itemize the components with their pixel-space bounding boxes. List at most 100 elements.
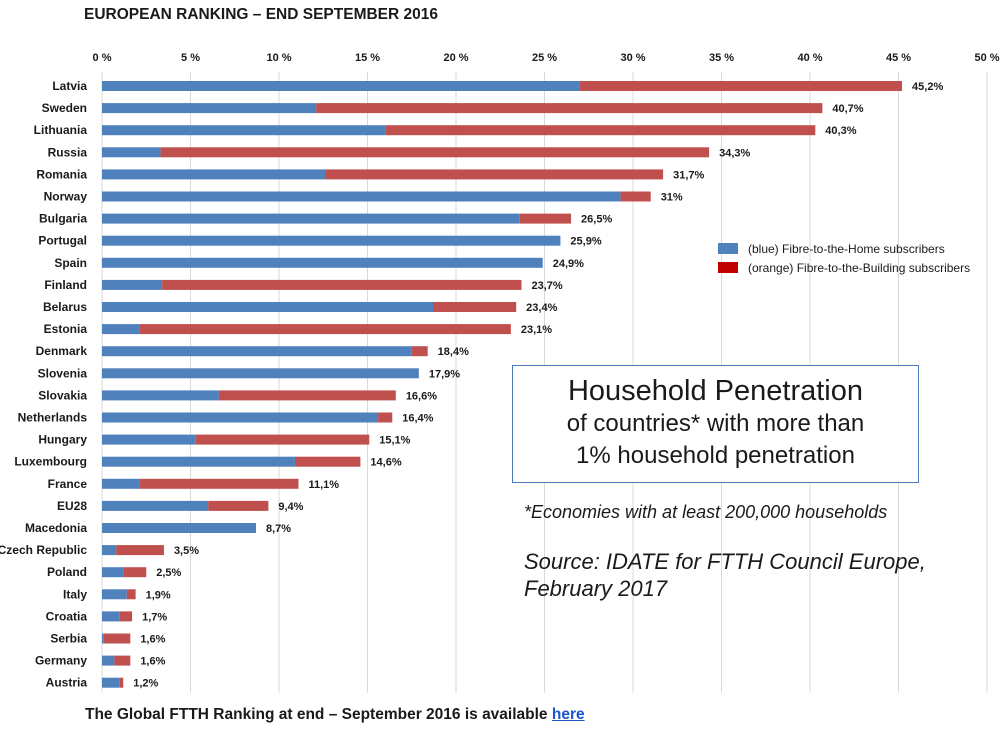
- here-link[interactable]: here: [551, 706, 585, 723]
- bar-fttb-segment: [378, 412, 393, 423]
- bar-fttb-segment: [385, 125, 816, 136]
- bar-ftth-segment: [102, 567, 124, 578]
- bar-fttb-segment: [432, 302, 517, 312]
- bar-ftth-segment: [102, 213, 520, 224]
- category-label: Hungary: [38, 433, 87, 447]
- bar-fttb-segment: [114, 655, 131, 666]
- bar-ftth-segment: [102, 655, 115, 666]
- bar-ftth-segment: [102, 633, 104, 644]
- footnote: *Economies with at least 200,000 househo…: [524, 502, 888, 522]
- source-note: Source: IDATE for FTTH Council Europe, F…: [524, 548, 964, 602]
- bar-fttb-segment: [123, 567, 147, 578]
- bar-ftth-segment: [102, 677, 120, 688]
- data-label: 2,5%: [156, 567, 181, 579]
- data-label: 24,9%: [553, 258, 584, 270]
- info-box: Household Penetration of countries* with…: [512, 365, 919, 483]
- category-label: Finland: [44, 278, 87, 292]
- bar-ftth-segment: [102, 125, 386, 136]
- bar-ftth-segment: [102, 611, 120, 622]
- bar-fttb-segment: [325, 169, 664, 180]
- data-labels: 45,2% 40,7% 40,3% 34,3% 31,7% 31% 26,5% 25,9% 24…: [133, 81, 943, 690]
- category-label: Latvia: [52, 79, 87, 93]
- data-label: 9,4%: [278, 501, 303, 513]
- data-label: 40,3%: [825, 125, 856, 137]
- category-label: Italy: [63, 587, 87, 601]
- data-label: 18,4%: [438, 346, 469, 358]
- bar-fttb-segment: [103, 633, 131, 644]
- data-label: 15,1%: [379, 435, 410, 447]
- x-axis-ticks: 0 % 5 % 10 % 15 % 20 % 25 % 30 % 35 % 40 % 45 % 50…: [93, 52, 1000, 64]
- data-label: 3,5%: [174, 545, 199, 557]
- bar-ftth-segment: [102, 456, 295, 467]
- bar-fttb-segment: [208, 500, 269, 511]
- bar-fttb-segment: [126, 589, 136, 600]
- category-label: Slovenia: [38, 366, 88, 380]
- category-label: Denmark: [36, 344, 88, 358]
- data-label: 14,6%: [370, 457, 401, 469]
- bar-ftth-segment: [102, 191, 621, 202]
- bar-fttb-segment: [195, 434, 370, 445]
- category-label: Netherlands: [18, 411, 88, 425]
- data-label: 25,9%: [570, 236, 601, 248]
- bar-ftth-segment: [102, 302, 433, 312]
- bar-ftth-segment: [102, 390, 219, 401]
- x-tick-label: 10 %: [266, 52, 291, 64]
- bar-ftth-segment: [102, 279, 163, 290]
- x-tick-label: 0 %: [93, 52, 112, 64]
- bars: [102, 81, 903, 688]
- bar-ftth-segment: [102, 103, 317, 114]
- legend: (blue) Fibre-to-the-Home subscribers (ora…: [718, 242, 970, 275]
- x-tick-label: 45 %: [886, 52, 911, 64]
- data-label: 23,1%: [521, 324, 552, 336]
- bar-ftth-segment: [102, 545, 117, 556]
- bar-ftth-segment: [102, 147, 161, 158]
- category-label: Germany: [35, 654, 87, 668]
- y-axis-categories: Latvia Sweden Lithuania Russia Romania Norway…: [0, 79, 87, 690]
- data-label: 45,2%: [912, 81, 943, 93]
- category-label: Bulgaria: [39, 212, 87, 226]
- legend-swatch-fttb: [718, 262, 738, 273]
- source-line-1: Source: IDATE for FTTH Council Europe,: [524, 549, 926, 574]
- bar-fttb-segment: [119, 677, 124, 688]
- page-title: EUROPEAN RANKING – END SEPTEMBER 2016: [84, 6, 438, 23]
- data-label: 23,4%: [526, 302, 557, 314]
- bar-fttb-segment: [218, 390, 396, 401]
- bar-ftth-segment: [102, 257, 543, 268]
- x-tick-label: 35 %: [709, 52, 734, 64]
- bar-fttb-segment: [119, 611, 133, 622]
- bar-fttb-segment: [316, 103, 823, 114]
- category-label: Macedonia: [25, 521, 87, 535]
- bar-ftth-segment: [102, 368, 419, 379]
- data-label: 31,7%: [673, 169, 704, 181]
- category-label: Czech Republic: [0, 543, 87, 557]
- category-label: Spain: [54, 256, 87, 270]
- bar-fttb-segment: [116, 545, 164, 556]
- x-tick-label: 5 %: [181, 52, 200, 64]
- data-label: 34,3%: [719, 147, 750, 159]
- data-label: 11,1%: [308, 479, 339, 491]
- category-label: Portugal: [38, 234, 87, 248]
- category-label: Sweden: [42, 101, 87, 115]
- data-label: 1,9%: [146, 589, 171, 601]
- x-tick-label: 30 %: [620, 52, 645, 64]
- bar-ftth-segment: [102, 500, 209, 511]
- info-box-line-1: of countries* with more than: [566, 410, 865, 437]
- category-label: Poland: [47, 565, 87, 579]
- category-label: Luxembourg: [14, 455, 87, 469]
- data-label: 16,4%: [402, 413, 433, 425]
- bar-ftth-segment: [102, 589, 127, 600]
- bar-ftth-segment: [102, 235, 561, 246]
- data-label: 16,6%: [406, 390, 437, 402]
- category-label: Serbia: [50, 632, 87, 646]
- bar-ftth-segment: [102, 346, 412, 357]
- bottom-note-text: The Global FTTH Ranking at end – Septemb…: [85, 706, 548, 723]
- bar-ftth-segment: [102, 169, 326, 180]
- category-label: Croatia: [46, 609, 88, 623]
- x-tick-label: 25 %: [532, 52, 557, 64]
- ftth-ranking-chart: 0 % 5 % 10 % 15 % 20 % 25 % 30 % 35 % 40 % 45 % 50…: [0, 52, 1000, 693]
- legend-label-fttb: (orange) Fibre-to-the-Building subscribe…: [748, 261, 970, 275]
- bar-fttb-segment: [139, 478, 299, 489]
- category-label: EU28: [57, 499, 87, 513]
- info-box-heading: Household Penetration: [567, 375, 864, 407]
- bar-ftth-segment: [102, 412, 379, 423]
